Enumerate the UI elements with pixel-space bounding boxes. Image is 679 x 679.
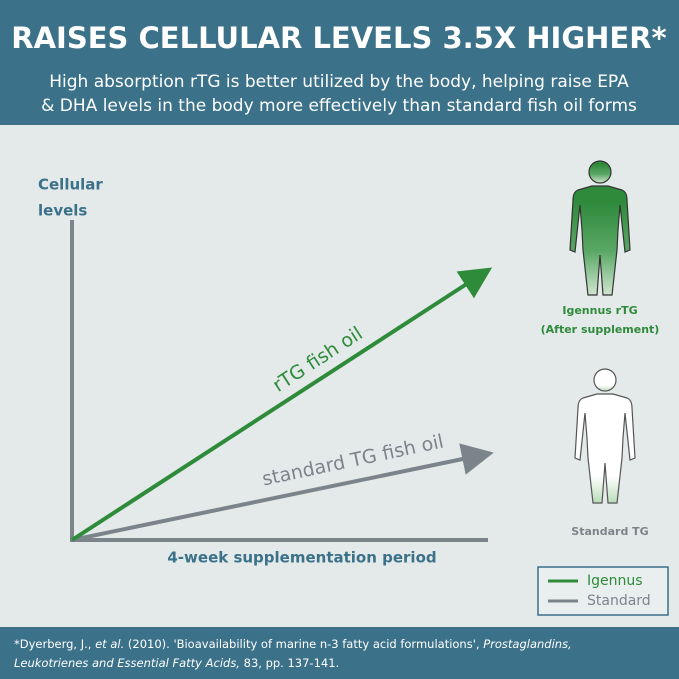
legend-box <box>537 566 669 616</box>
standard-line <box>71 443 494 542</box>
legend-label: Standard <box>587 593 651 609</box>
header-band <box>0 0 679 125</box>
y-axis-label: Cellular <box>38 176 103 194</box>
figure-label: Igennus rTG <box>562 304 637 317</box>
citation-part: et al. <box>95 637 124 651</box>
citation: *Dyerberg, J., et al. (2010). 'Bioavaila… <box>14 637 572 651</box>
citation-part: Leukotrienes and Essential Fatty Acids, <box>14 656 240 670</box>
citation: Leukotrienes and Essential Fatty Acids, … <box>14 656 339 670</box>
subtitle-line: High absorption rTG is better utilized b… <box>49 72 629 92</box>
title: RAISES CELLULAR LEVELS 3.5X HIGHER* <box>11 21 666 55</box>
citation-part: 83, pp. 137-141. <box>240 656 339 670</box>
y-axis-label: levels <box>38 202 87 220</box>
citation-part: Prostaglandins, <box>483 637 572 651</box>
figure-label: (After supplement) <box>541 323 660 336</box>
citation-part: (2010). 'Bioavailability of marine n-3 f… <box>124 637 483 651</box>
citation-part: *Dyerberg, J., <box>14 637 95 651</box>
footer-band <box>0 627 679 679</box>
x-axis-label: 4-week supplementation period <box>167 549 436 567</box>
figure-label: Standard TG <box>571 525 648 538</box>
rtg-line <box>70 267 493 542</box>
legend-label: Igennus <box>587 573 643 589</box>
subtitle-line: & DHA levels in the body more effectivel… <box>41 96 637 116</box>
